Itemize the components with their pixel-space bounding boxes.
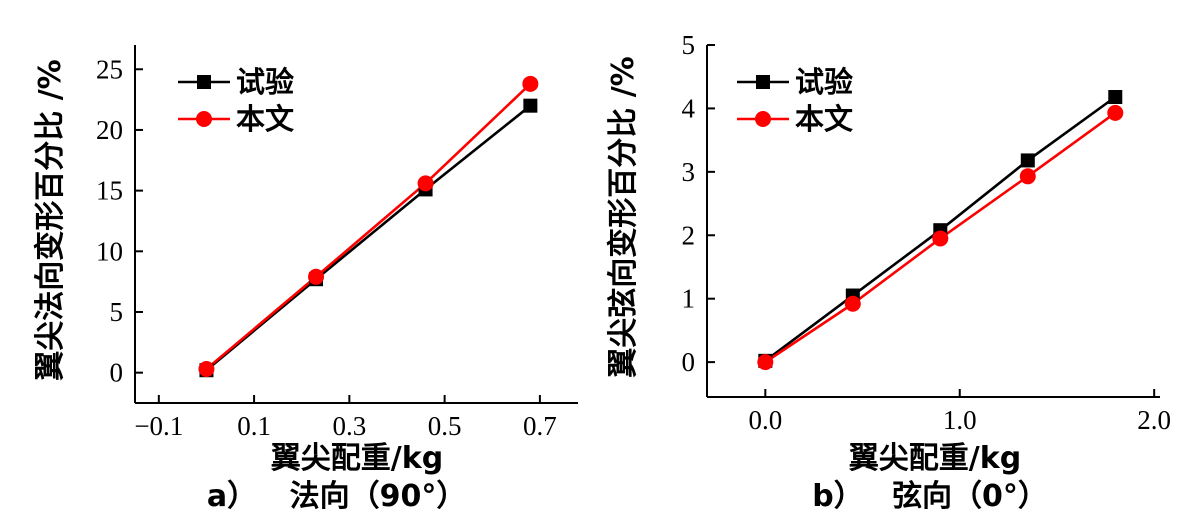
data-point-model — [844, 295, 861, 312]
x-tick-label: 1.0 — [943, 405, 977, 435]
data-point-model — [757, 354, 774, 371]
legend-label-experiment: 试验 — [236, 65, 294, 99]
y-tick-label: 0 — [682, 347, 696, 377]
data-point-model — [1107, 104, 1124, 121]
y-tick-label: 4 — [682, 93, 696, 123]
series-line-experiment — [205, 104, 532, 372]
data-point-experiment — [1108, 90, 1123, 105]
data-point-model — [417, 175, 434, 192]
legend-marker-model — [196, 111, 212, 127]
y-tick-label: 0 — [110, 358, 124, 388]
chart-panel-b: 0 1 2 3 4 5 0.0 1.0 2.0 翼尖配重/kg 翼尖弦向变形百分比 /% b） 弦向（0… — [606, 30, 1171, 514]
chart-panel-a: 0 5 10 15 20 25 −0.1 0.1 0.3 0.5 0.7 翼尖配重/kg 翼尖法向变形百… — [33, 45, 578, 514]
x-tick-label: 0.7 — [523, 411, 557, 441]
y-tick-label: 2 — [682, 220, 696, 250]
y-tick-label: 15 — [96, 176, 123, 206]
legend-label-model: 本文 — [236, 102, 295, 136]
x-tick-label: −0.1 — [134, 411, 183, 441]
y-tick-label: 1 — [682, 284, 696, 314]
x-axis-label: 翼尖配重/kg — [271, 441, 443, 476]
figure-caption-title: 法向（90°） — [290, 479, 467, 514]
data-point-model — [522, 75, 539, 92]
x-tick-label: 0.3 — [332, 411, 366, 441]
x-tick-label: 2.0 — [1137, 405, 1171, 435]
figure-caption-letter: b） — [812, 479, 863, 514]
x-tick-label: 0.5 — [428, 411, 462, 441]
legend-marker-model — [755, 111, 771, 127]
legend-marker-experiment — [756, 75, 770, 89]
series-line-model — [205, 82, 532, 371]
y-tick-label: 5 — [682, 30, 696, 60]
x-tick-label: 0.0 — [748, 405, 782, 435]
figure-caption-letter: a） — [207, 479, 257, 514]
y-axis-label: 翼尖弦向变形百分比 /% — [606, 56, 641, 377]
legend-marker-experiment — [197, 75, 211, 89]
y-tick-label: 10 — [96, 236, 123, 266]
x-tick-label: 0.1 — [237, 411, 271, 441]
data-point-experiment — [523, 98, 538, 113]
y-axis-label: 翼尖法向变形百分比 /% — [33, 59, 68, 380]
figure-caption-title: 弦向（0°） — [892, 479, 1048, 514]
data-point-model — [198, 361, 215, 378]
data-point-model — [1019, 168, 1036, 185]
data-point-experiment — [1020, 153, 1035, 168]
y-tick-label: 5 — [110, 297, 124, 327]
y-tick-label: 25 — [96, 54, 123, 84]
data-point-model — [932, 230, 949, 247]
legend-label-model: 本文 — [795, 102, 854, 136]
data-point-model — [308, 268, 325, 285]
x-axis-label: 翼尖配重/kg — [849, 441, 1021, 476]
y-tick-label: 3 — [682, 157, 696, 187]
legend-label-experiment: 试验 — [795, 65, 853, 99]
y-tick-label: 20 — [96, 115, 123, 145]
